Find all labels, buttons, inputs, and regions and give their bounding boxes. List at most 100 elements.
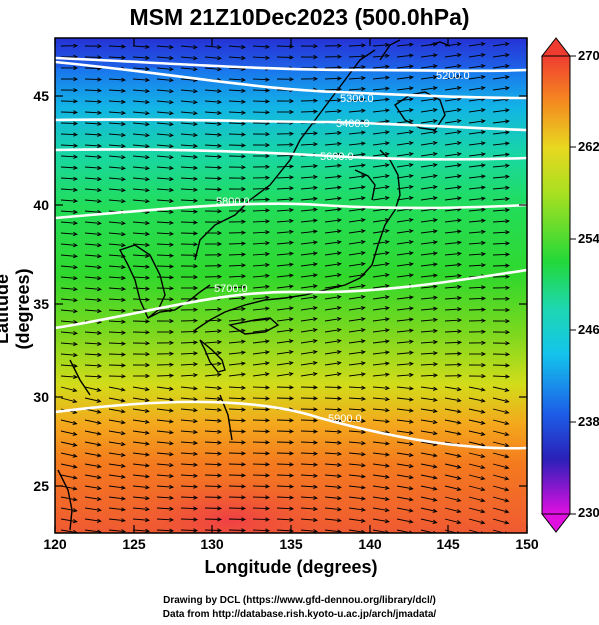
wind-vector-head xyxy=(241,77,247,83)
wind-vector-head xyxy=(265,262,270,268)
wind-vector-head xyxy=(481,251,487,257)
wind-vector-head xyxy=(217,440,223,445)
wind-vector xyxy=(444,330,462,333)
wind-vector xyxy=(348,386,366,389)
wind-vector-head xyxy=(217,484,223,489)
wind-vector xyxy=(204,485,222,488)
wind-vector-head xyxy=(432,240,438,245)
height-contours xyxy=(55,56,527,450)
wind-vector-head xyxy=(193,165,199,171)
wind-vector-head xyxy=(504,398,510,403)
wind-vector-head xyxy=(241,451,247,456)
wind-vector xyxy=(468,87,485,91)
wind-vector-head xyxy=(121,330,127,335)
wind-vector-head xyxy=(408,174,414,179)
wind-vector xyxy=(108,78,126,81)
wind-vector xyxy=(204,45,221,48)
wind-vector xyxy=(108,45,126,48)
wind-vector xyxy=(444,186,461,190)
wind-vector xyxy=(420,230,437,234)
wind-vector-head xyxy=(312,229,318,234)
wind-vector xyxy=(204,122,222,125)
wind-vector xyxy=(444,308,462,311)
wind-vector xyxy=(204,518,222,520)
wind-vector-head xyxy=(360,240,366,245)
wind-vector-head xyxy=(456,174,462,179)
wind-vector-head xyxy=(193,121,198,127)
wind-vector xyxy=(420,463,437,468)
wind-vector-head xyxy=(145,188,150,193)
wind-vector-head xyxy=(144,430,150,435)
wind-vector-head xyxy=(241,285,247,290)
wind-vector-head xyxy=(193,484,199,489)
wind-vector xyxy=(372,285,389,289)
wind-vector-head xyxy=(385,385,391,391)
wind-vector xyxy=(396,452,413,456)
wind-vector-head xyxy=(193,132,198,138)
wind-vector-head xyxy=(289,55,295,60)
wind-vector-head xyxy=(408,306,414,311)
wind-vector xyxy=(396,120,413,124)
wind-vector-head xyxy=(193,373,199,378)
wind-vector xyxy=(132,397,149,402)
wind-vector-head xyxy=(361,86,366,92)
wind-vector-head xyxy=(456,240,462,245)
wind-vector xyxy=(84,419,101,424)
wind-vector-head xyxy=(433,339,439,345)
wind-vector-head xyxy=(288,251,294,256)
wind-vector-head xyxy=(265,495,271,500)
wind-vector-head xyxy=(145,88,150,94)
wind-vector xyxy=(180,330,198,333)
wind-vector xyxy=(204,363,221,366)
wind-vector xyxy=(348,397,366,400)
wind-vector xyxy=(324,110,342,113)
wind-vector xyxy=(228,463,246,465)
wind-vector-head xyxy=(289,495,295,500)
wind-vector-head xyxy=(289,484,295,489)
wind-vector-head xyxy=(73,331,78,336)
wind-vector xyxy=(132,298,150,301)
wind-vector xyxy=(180,155,198,158)
wind-vector xyxy=(108,397,125,402)
wind-vector xyxy=(204,133,222,136)
wind-vector-head xyxy=(217,329,223,334)
x-tick-label: 150 xyxy=(515,536,539,552)
wind-vector xyxy=(228,362,245,366)
wind-vector xyxy=(180,111,197,114)
wind-vector xyxy=(492,441,509,447)
wind-vector-head xyxy=(217,198,223,203)
wind-vector-head xyxy=(312,361,318,366)
wind-vector xyxy=(84,287,101,290)
wind-vector xyxy=(228,78,246,81)
wind-vector-head xyxy=(361,43,367,48)
wind-vector-head xyxy=(288,328,294,333)
wind-vector xyxy=(60,364,78,367)
wind-vector xyxy=(60,518,77,523)
wind-vector-head xyxy=(96,409,102,414)
wind-vector xyxy=(276,529,294,532)
wind-vector xyxy=(348,318,365,322)
wind-vector xyxy=(300,452,318,455)
wind-vector xyxy=(204,374,221,377)
wind-vector-head xyxy=(337,141,342,146)
wind-vector-head xyxy=(312,372,318,377)
wind-vector-head xyxy=(72,508,78,513)
wind-vector-head xyxy=(408,86,414,91)
wind-vector-head xyxy=(408,108,414,113)
wind-vector xyxy=(132,166,149,169)
wind-vector xyxy=(348,507,365,511)
wind-vector-head xyxy=(97,88,103,93)
wind-vector-head xyxy=(145,144,150,149)
y-tick-label: 45 xyxy=(33,88,49,104)
wind-vector-head xyxy=(97,176,102,182)
wind-vector-head xyxy=(432,130,438,135)
contour-label: 5800.0 xyxy=(216,196,250,208)
wind-vector-head xyxy=(289,451,295,456)
wind-vector-head xyxy=(97,352,103,357)
wind-vector-head xyxy=(336,339,342,344)
wind-vector xyxy=(180,452,198,455)
wind-vector xyxy=(60,419,77,425)
wind-vector-head xyxy=(385,53,390,58)
wind-vector-head xyxy=(241,317,246,322)
wind-vector xyxy=(324,132,341,135)
